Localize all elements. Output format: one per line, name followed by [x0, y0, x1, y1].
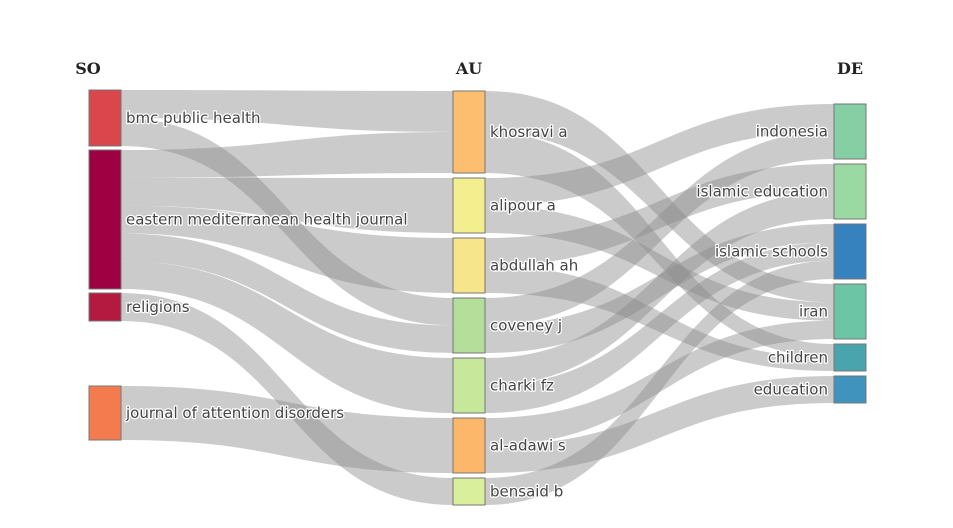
link-abdullah-to-islamiced[interactable]	[485, 164, 834, 266]
node-jad[interactable]	[88, 385, 122, 441]
node-bensaid[interactable]	[452, 477, 486, 506]
node-label-children: children	[768, 349, 828, 367]
node-label-islamicschools: islamic schools	[715, 243, 828, 261]
link-emhj-to-coveney[interactable]	[121, 233, 453, 353]
links-layer	[121, 90, 834, 505]
node-islamicschools[interactable]	[833, 223, 867, 280]
node-label-charki: charki fz	[490, 377, 554, 395]
link-emhj-to-charki[interactable]	[121, 261, 453, 413]
node-khosravi[interactable]	[452, 90, 486, 174]
link-charki-to-islamiced[interactable]	[485, 191, 834, 386]
node-indonesia[interactable]	[833, 103, 867, 160]
node-label-aladawi: al-adawi s	[490, 437, 566, 455]
node-children[interactable]	[833, 343, 867, 372]
link-bensaid-to-islamicschools[interactable]	[485, 260, 834, 505]
node-aladawi[interactable]	[452, 417, 486, 474]
link-alipour-to-iran[interactable]	[485, 205, 834, 321]
node-islamiced[interactable]	[833, 163, 867, 220]
link-abdullah-to-children[interactable]	[485, 265, 834, 372]
link-coveney-to-indonesia[interactable]	[485, 131, 834, 326]
node-label-islamiced: islamic education	[696, 183, 828, 201]
node-label-bmc: bmc public health	[126, 109, 261, 127]
node-bmc[interactable]	[88, 89, 122, 147]
column-header-de: DE	[837, 59, 863, 78]
node-label-bensaid: bensaid b	[490, 483, 563, 501]
node-label-jad: journal of attention disorders	[125, 404, 344, 422]
node-label-indonesia: indonesia	[756, 123, 828, 141]
node-label-education: education	[754, 381, 828, 399]
node-emhj[interactable]	[88, 149, 122, 290]
column-header-au: AU	[455, 59, 482, 78]
node-charki[interactable]	[452, 357, 486, 414]
link-emhj-to-abdullah[interactable]	[121, 205, 453, 293]
link-jad-to-aladawi[interactable]	[121, 386, 453, 473]
node-education[interactable]	[833, 375, 867, 404]
node-label-religions: religions	[126, 298, 190, 316]
node-label-coveney: coveney j	[490, 317, 562, 335]
node-label-alipour: alipour a	[490, 197, 556, 215]
link-bmc-to-khosravi[interactable]	[121, 90, 453, 132]
node-alipour[interactable]	[452, 177, 486, 234]
nodes-layer: bmc public health eastern mediterranean h…	[88, 89, 867, 506]
node-label-emhj: eastern mediterranean health journal	[126, 211, 408, 229]
link-religions-to-bensaid[interactable]	[121, 293, 453, 505]
node-iran[interactable]	[833, 283, 867, 340]
link-alipour-to-indonesia[interactable]	[485, 104, 834, 206]
column-header-so: SO	[75, 59, 101, 78]
node-coveney[interactable]	[452, 297, 486, 354]
link-emhj-to-alipour[interactable]	[121, 177, 453, 233]
link-emhj-to-khosravi[interactable]	[121, 132, 453, 178]
link-coveney-to-islamicschools[interactable]	[485, 224, 834, 353]
link-aladawi-to-iran[interactable]	[485, 320, 834, 446]
link-bmc-to-coveney[interactable]	[121, 118, 453, 326]
link-charki-to-islamicschools[interactable]	[485, 242, 834, 413]
node-religions[interactable]	[88, 292, 122, 322]
column-headers: SO AU DE	[75, 59, 863, 78]
node-label-abdullah: abdullah ah	[490, 257, 578, 275]
node-label-iran: iran	[799, 303, 828, 321]
node-abdullah[interactable]	[452, 237, 486, 294]
link-aladawi-to-education[interactable]	[485, 376, 834, 473]
link-khosravi-to-iran[interactable]	[485, 91, 834, 303]
node-label-khosravi: khosravi a	[490, 123, 568, 141]
link-khosravi-to-children[interactable]	[485, 132, 834, 358]
